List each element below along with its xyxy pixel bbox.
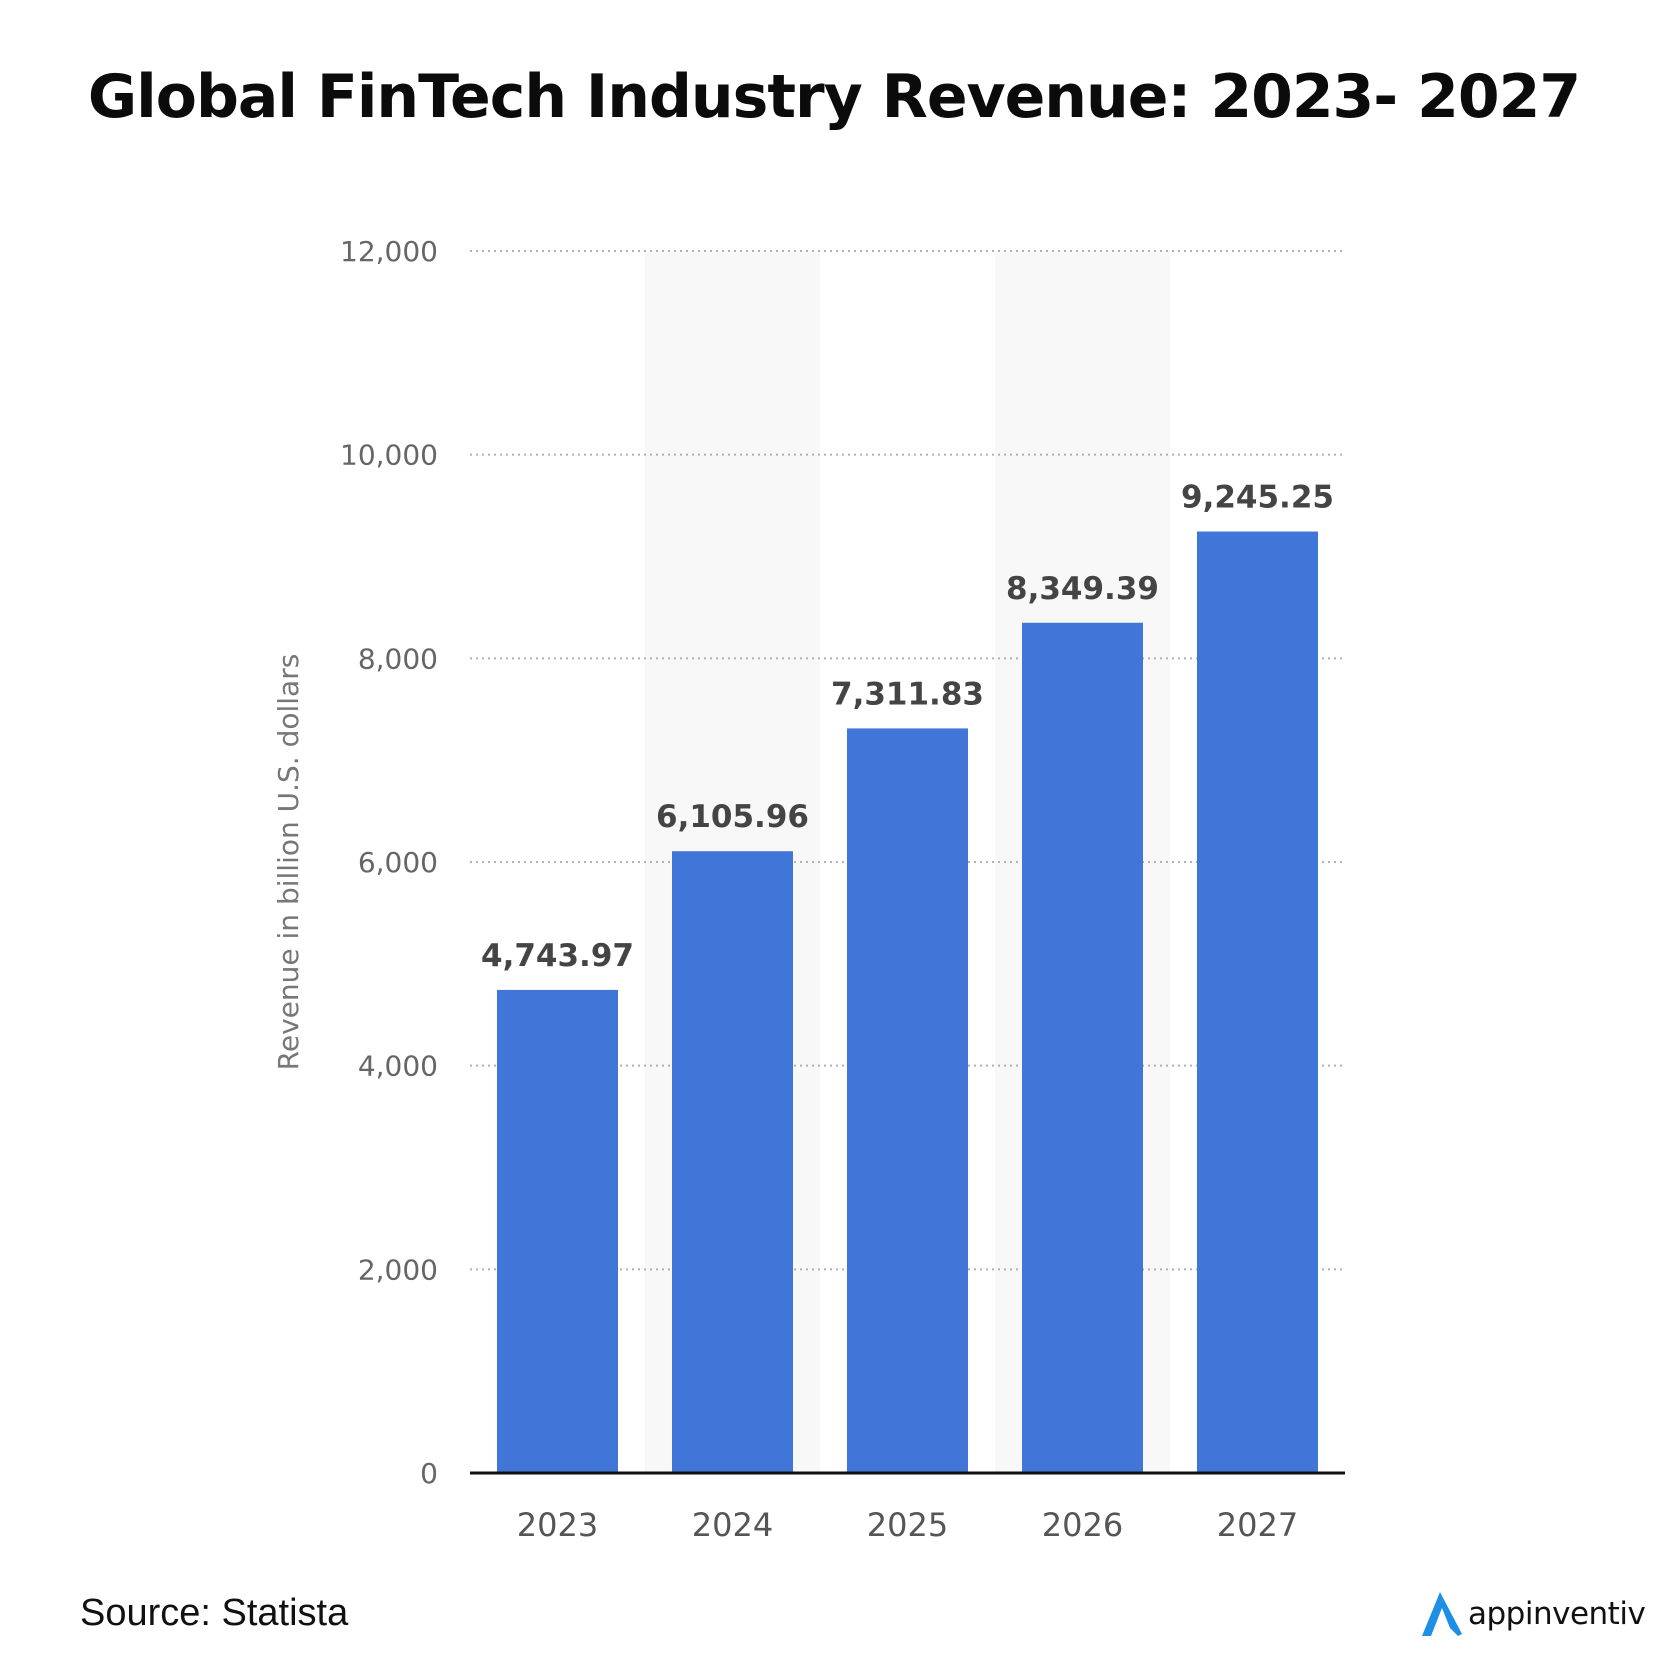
value-label-2023: 4,743.97 [481, 938, 634, 974]
bar-2026 [1022, 622, 1143, 1473]
brand-name: appinventiv [1468, 1596, 1646, 1632]
x-tick-label-2024: 2024 [692, 1506, 773, 1544]
y-tick-label: 4,000 [358, 1050, 438, 1083]
value-labels: 4,743.97 6,105.96 7,311.83 8,349.39 9,245.25 [481, 480, 1334, 974]
bar-2024 [672, 851, 793, 1473]
bar-2025 [847, 728, 968, 1473]
y-tick-label: 0 [420, 1457, 438, 1490]
chart-title: Global FinTech Industry Revenue: 2023- 2… [87, 62, 1581, 132]
value-label-2027: 9,245.25 [1181, 480, 1334, 516]
x-tick-label-2026: 2026 [1042, 1506, 1123, 1544]
source-note: Source: Statista [80, 1592, 349, 1634]
x-tick-label-2023: 2023 [517, 1506, 598, 1544]
value-label-2024: 6,105.96 [656, 799, 809, 835]
brand-logo: appinventiv [1418, 1588, 1646, 1640]
y-axis-title: Revenue in billion U.S. dollars [272, 654, 305, 1071]
bar-2027 [1197, 531, 1318, 1473]
y-tick-label: 12,000 [340, 235, 438, 268]
y-tick-label: 6,000 [358, 846, 438, 879]
bars [497, 531, 1318, 1473]
y-tick-label: 8,000 [358, 642, 438, 675]
value-label-2026: 8,349.39 [1006, 571, 1159, 607]
appinventiv-logo-icon [1422, 1592, 1462, 1636]
bar-2023 [497, 989, 618, 1473]
y-axis-ticks: 0 2,000 4,000 6,000 8,000 10,000 12,000 [340, 235, 438, 1490]
x-axis-ticks: 2023 2024 2025 2026 2027 [517, 1506, 1298, 1544]
y-tick-label: 2,000 [358, 1253, 438, 1286]
y-tick-label: 10,000 [340, 439, 438, 472]
value-label-2025: 7,311.83 [831, 676, 984, 712]
x-tick-label-2025: 2025 [867, 1506, 948, 1544]
x-tick-label-2027: 2027 [1217, 1506, 1298, 1544]
